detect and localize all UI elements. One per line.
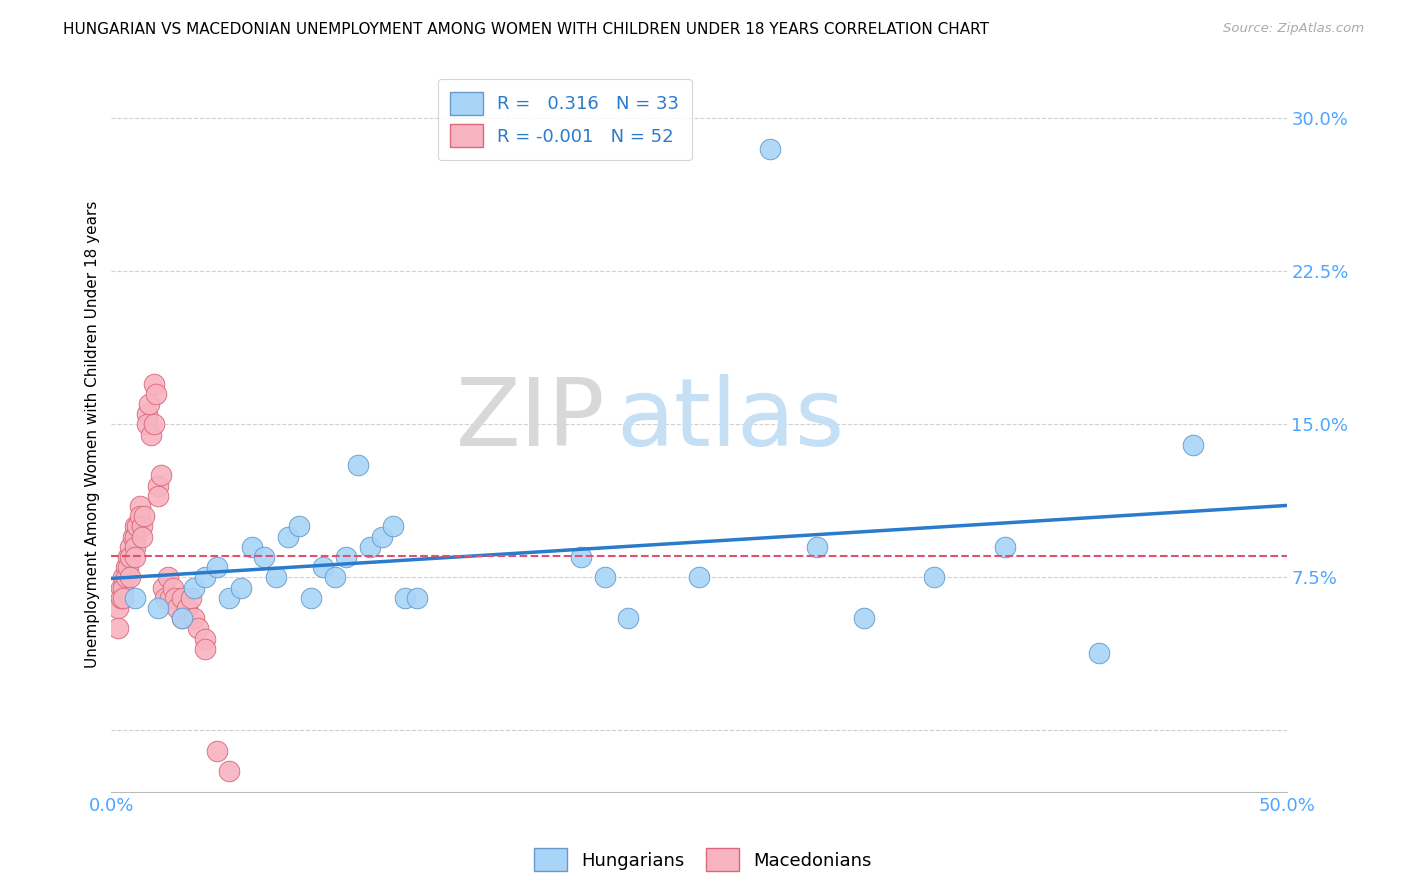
Point [128,509,150,524]
Point [323,570,346,584]
Point [149,468,172,483]
Legend: Hungarians, Macedonians: Hungarians, Macedonians [527,841,879,879]
Point [138,397,160,411]
Point [218,764,240,779]
Point [194,632,217,646]
Point [688,570,710,584]
Point [131,519,153,533]
Point [205,560,228,574]
Point [218,591,240,605]
Point [141,427,163,442]
Text: Source: ZipAtlas.com: Source: ZipAtlas.com [1223,22,1364,36]
Point [593,570,616,584]
Point [142,417,165,432]
Point [145,386,167,401]
Point [253,549,276,564]
Point [112,591,135,605]
Point [148,489,170,503]
Point [124,591,146,605]
Point [394,591,416,605]
Point [135,407,157,421]
Legend: R =   0.316   N = 33, R = -0.001   N = 52: R = 0.316 N = 33, R = -0.001 N = 52 [437,79,692,160]
Point [382,519,405,533]
Point [131,530,153,544]
Point [142,376,165,391]
Point [176,601,198,615]
Point [1087,646,1109,660]
Point [299,591,322,605]
Point [242,540,264,554]
Point [922,570,945,584]
Point [124,530,146,544]
Point [135,417,157,432]
Text: atlas: atlas [617,375,845,467]
Point [170,611,193,625]
Point [162,581,184,595]
Point [110,591,132,605]
Point [370,530,392,544]
Point [166,601,188,615]
Point [264,570,287,584]
Point [148,478,170,492]
Point [128,499,150,513]
Point [114,570,136,584]
Point [288,519,311,533]
Point [110,581,132,595]
Point [127,519,149,533]
Point [112,581,135,595]
Text: ZIP: ZIP [456,375,605,467]
Point [163,591,186,605]
Point [112,570,135,584]
Point [806,540,828,554]
Point [571,549,593,564]
Point [183,581,205,595]
Text: HUNGARIAN VS MACEDONIAN UNEMPLOYMENT AMONG WOMEN WITH CHILDREN UNDER 18 YEARS CO: HUNGARIAN VS MACEDONIAN UNEMPLOYMENT AMO… [63,22,990,37]
Point [852,611,875,625]
Point [187,622,209,636]
Point [205,744,228,758]
Point [180,591,202,605]
Point [194,570,217,584]
Point [335,549,357,564]
Point [194,641,217,656]
Point [121,530,143,544]
Point [117,549,139,564]
Point [124,549,146,564]
Point [134,509,156,524]
Point [1181,438,1204,452]
Point [156,570,179,584]
Point [347,458,370,473]
Point [107,622,129,636]
Point [170,611,193,625]
Y-axis label: Unemployment Among Women with Children Under 18 years: Unemployment Among Women with Children U… [86,201,100,668]
Point [993,540,1015,554]
Point [107,601,129,615]
Point [312,560,335,574]
Point [406,591,429,605]
Point [229,581,252,595]
Point [120,540,142,554]
Point [124,540,146,554]
Point [359,540,381,554]
Point [159,591,181,605]
Point [155,591,177,605]
Point [152,581,174,595]
Point [148,601,170,615]
Point [114,560,136,574]
Point [120,570,142,584]
Point [617,611,640,625]
Point [117,560,139,574]
Point [183,611,205,625]
Point [170,591,193,605]
Point [124,519,146,533]
Point [120,549,142,564]
Point [758,142,780,156]
Point [277,530,299,544]
